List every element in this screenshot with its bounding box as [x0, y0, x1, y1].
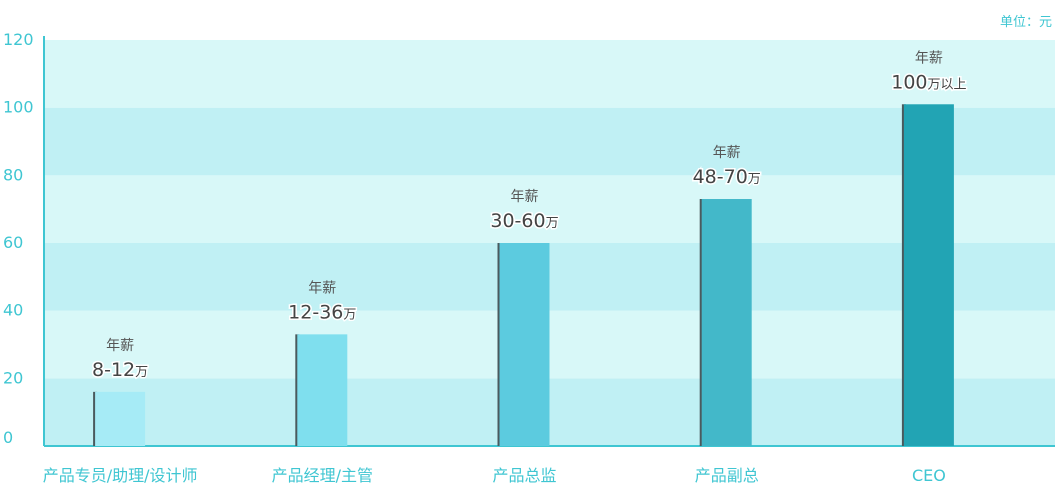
category-label: 产品专员/助理/设计师 [43, 466, 198, 485]
unit-label: 单位：元 [1000, 15, 1052, 30]
y-tick-label: 0 [3, 428, 13, 447]
bar-label-prefix: 年薪 [915, 50, 943, 66]
bar-label-prefix: 年薪 [713, 145, 741, 161]
y-tick-label: 120 [3, 30, 34, 49]
bar-label-prefix: 年薪 [106, 338, 134, 354]
category-label: CEO [912, 466, 946, 485]
bar [95, 391, 146, 446]
category-labels: 产品专员/助理/设计师 产品经理/主管 产品总监 产品副总 CEO [43, 466, 946, 485]
y-tick-labels: 0 20 40 60 80 100 120 [3, 30, 34, 447]
y-tick-label: 80 [3, 165, 23, 184]
category-label: 产品副总 [695, 466, 759, 485]
grid-bands [44, 40, 1055, 446]
grid-band [44, 40, 1055, 108]
bar-label-unit: 万 [343, 307, 356, 322]
bar-label-unit: 万 [748, 172, 761, 187]
grid-band [44, 175, 1055, 243]
y-tick-label: 60 [3, 233, 23, 252]
bars [93, 104, 954, 447]
y-tick-label: 40 [3, 301, 23, 320]
bar-label-unit: 万以上 [928, 77, 967, 92]
bar-label-unit: 万 [135, 365, 148, 380]
y-tick-label: 100 [3, 98, 34, 117]
bar-label-prefix: 年薪 [511, 189, 539, 205]
bar [297, 334, 348, 446]
bar-label-value: 100万以上 [891, 71, 966, 93]
category-label: 产品经理/主管 [272, 466, 373, 485]
bar [903, 104, 954, 447]
category-label: 产品总监 [492, 466, 556, 485]
bar-label-unit: 万 [546, 216, 559, 231]
bar-label-prefix: 年薪 [308, 280, 336, 296]
bar [499, 243, 550, 446]
bar [701, 199, 752, 446]
grid-band [44, 107, 1055, 176]
y-tick-label: 20 [3, 368, 23, 387]
bar-label-value: 30-60万 [490, 210, 558, 232]
